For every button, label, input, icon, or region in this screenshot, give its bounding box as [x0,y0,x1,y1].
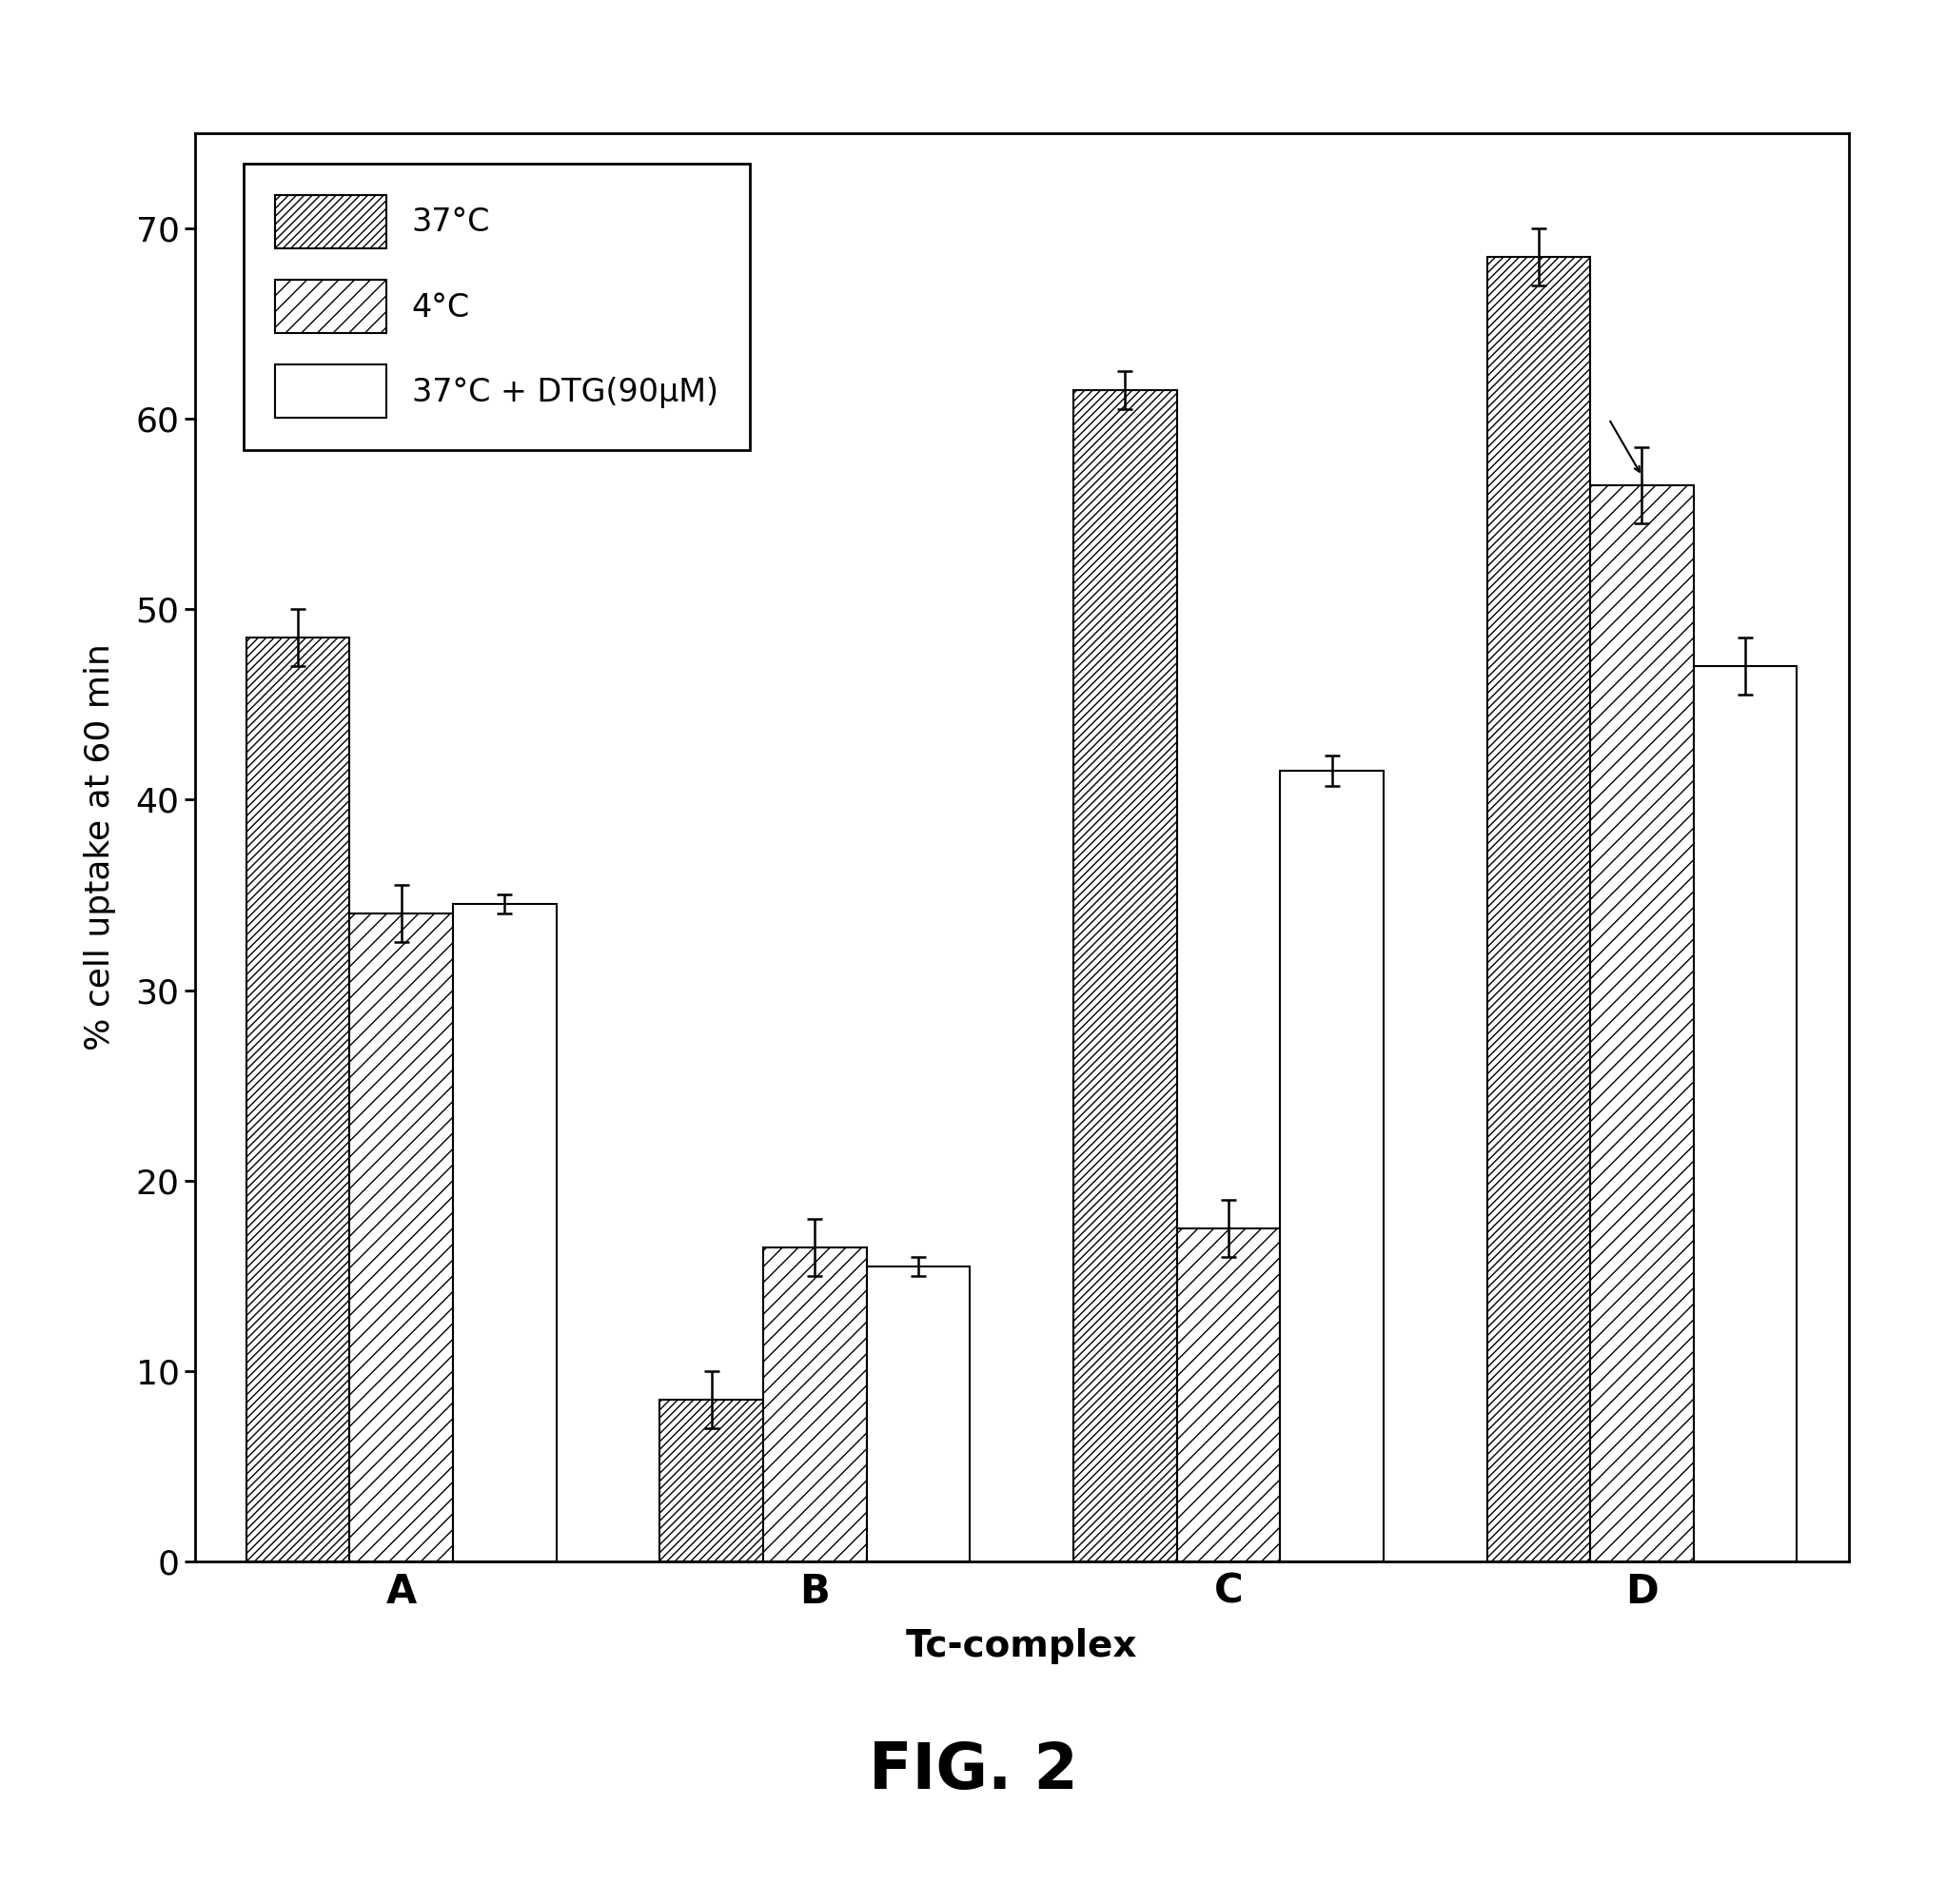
Bar [1590,486,1693,1561]
Bar [350,914,453,1561]
Bar [1693,666,1796,1561]
Bar [660,1399,763,1561]
Bar [1487,257,1590,1561]
Bar [453,904,557,1561]
Text: FIG. 2: FIG. 2 [868,1740,1078,1801]
Y-axis label: % cell uptake at 60 min: % cell uptake at 60 min [84,644,117,1051]
Bar [1177,1228,1280,1561]
X-axis label: Tc-complex: Tc-complex [905,1628,1138,1664]
Bar [1280,771,1384,1561]
Legend: 37°C, 4°C, 37°C + DTG(90μM): 37°C, 4°C, 37°C + DTG(90μM) [243,164,749,449]
Bar [866,1266,969,1561]
Bar [763,1247,866,1561]
Bar [247,638,350,1561]
Bar [1074,390,1177,1561]
